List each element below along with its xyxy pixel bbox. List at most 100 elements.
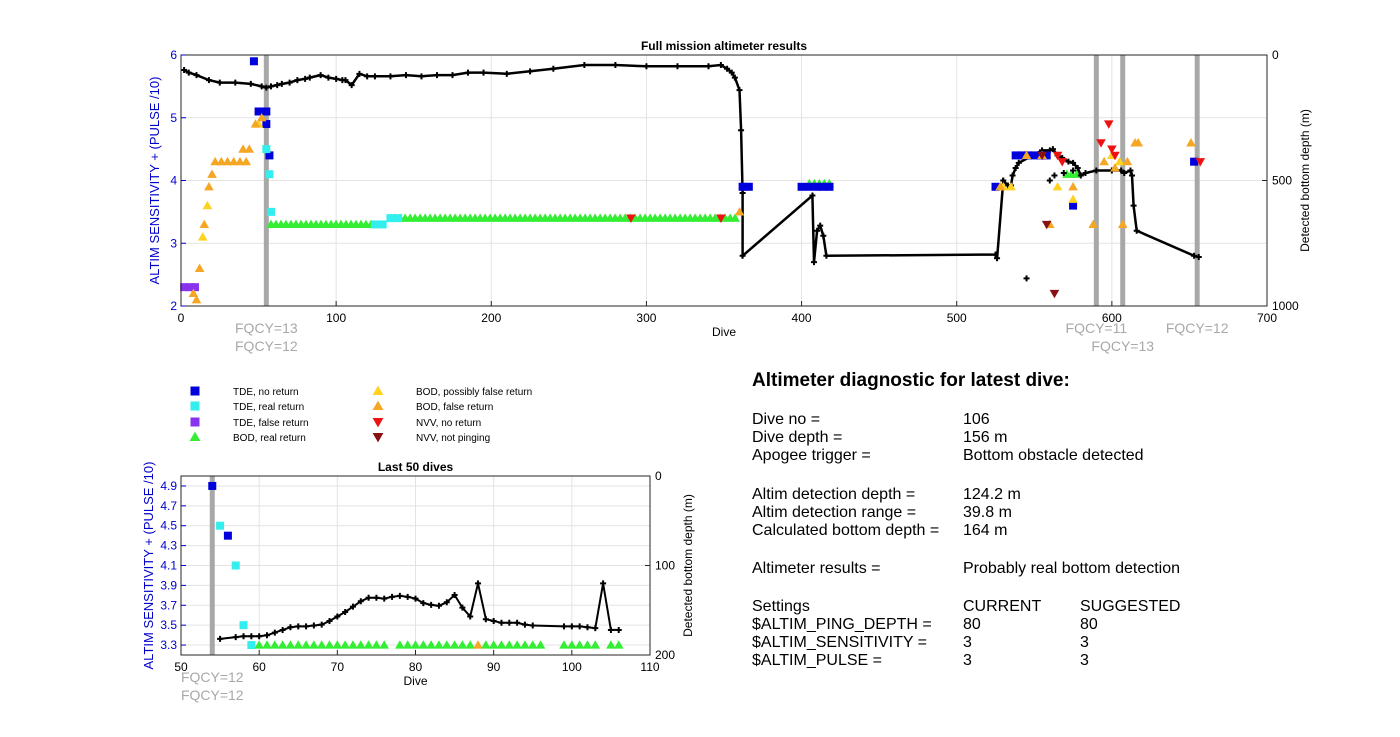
data-point [222, 156, 233, 166]
depth-point [814, 227, 821, 234]
data-point [239, 621, 248, 630]
legend-marker [190, 417, 200, 427]
legend-label: TDE, false return [233, 418, 309, 429]
dive-depth-value: 156 m [963, 429, 1008, 446]
depth-point [561, 623, 568, 630]
data-point [1122, 156, 1133, 166]
data-point [574, 640, 585, 649]
data-point [457, 640, 468, 649]
depth-point [418, 73, 425, 80]
depth-point [349, 603, 356, 610]
y2-axis-label: Detected bottom depth (m) [1298, 109, 1312, 252]
depth-point [294, 77, 301, 84]
depth-point [739, 252, 746, 259]
y2-tick-label: 100 [655, 559, 675, 573]
depth-point [506, 619, 513, 626]
data-point [1133, 138, 1144, 147]
data-point [262, 145, 271, 154]
last50-chart: 50 60 70 80 90 100 110 3.3 3.5 3.7 3.9 4.1 4.3 4.5 4.7… [141, 460, 695, 703]
x-tick-label: 80 [409, 660, 423, 674]
depth-point [1121, 169, 1128, 176]
depth-point [550, 65, 557, 72]
depth-point [1074, 164, 1081, 171]
x-tick-label: 400 [792, 311, 812, 325]
apogee-label: Apogee trigger = [752, 447, 871, 464]
data-point [590, 640, 601, 649]
depth-point [592, 625, 599, 632]
data-point [991, 182, 1000, 191]
depth-point [387, 73, 394, 80]
data-point [1117, 219, 1128, 229]
legend-label: TDE, no return [233, 387, 299, 398]
data-point [465, 640, 476, 649]
data-point [1068, 194, 1078, 203]
data-point [262, 640, 272, 649]
data-point [363, 640, 374, 649]
y-tick-label: 4.9 [160, 479, 177, 493]
data-point [504, 640, 515, 649]
depth-point [529, 622, 536, 629]
depth-point [334, 613, 341, 620]
depth-point [1129, 172, 1136, 179]
data-point [277, 640, 288, 649]
depth-point [994, 255, 1001, 262]
legend-item: NVV, not pinging [372, 432, 490, 444]
depth-point [364, 73, 371, 80]
legend-item: TDE, no return [190, 386, 299, 398]
series-nvv-no-return [626, 120, 1206, 223]
altim-range-value: 39.8 m [963, 504, 1012, 521]
depth-point [404, 593, 411, 600]
depth-point [333, 75, 340, 82]
legend-label: BOD, false return [416, 402, 493, 413]
data-point [1103, 120, 1114, 129]
depth-point [738, 127, 745, 134]
y-tick-label: 6 [170, 48, 177, 62]
depth-point [584, 624, 591, 631]
data-point [265, 151, 274, 160]
depth-point [1065, 158, 1072, 165]
x-tick-label: 300 [636, 311, 656, 325]
legend-marker [190, 401, 200, 411]
data-point [266, 207, 275, 216]
depth-point [278, 80, 285, 87]
data-point [394, 214, 403, 223]
calc-depth-label: Calculated bottom depth = [752, 522, 940, 539]
depth-point [443, 599, 450, 606]
series-bod-false-return [188, 112, 1196, 304]
depth-point [480, 69, 487, 76]
depth-point [326, 617, 333, 624]
dive-no-label: Dive no = [752, 411, 821, 428]
data-point [301, 640, 311, 649]
depth-point [817, 222, 824, 229]
x-tick-label: 100 [562, 660, 582, 674]
depth-point [514, 619, 521, 626]
data-point [1030, 151, 1039, 160]
data-point [216, 156, 227, 166]
setting-name: $ALTIM_PING_DEPTH = [752, 616, 932, 633]
depth-point [232, 634, 239, 641]
depth-point [1009, 172, 1016, 179]
data-point [527, 640, 538, 649]
depth-point [357, 598, 364, 605]
y-tick-label: 4.1 [160, 559, 177, 573]
data-point [231, 561, 240, 570]
depth-point [181, 67, 188, 74]
legend-label: NVV, not pinging [416, 433, 490, 444]
depth-point [1012, 164, 1019, 171]
depth-point [240, 633, 247, 640]
depth-point [992, 251, 999, 258]
data-point [204, 181, 214, 191]
data-point [1006, 181, 1016, 191]
data-point [1049, 289, 1060, 299]
diagnostic-title: Altimeter diagnostic for latest dive: [752, 370, 1070, 391]
data-point [210, 156, 220, 166]
setting-name: $ALTIM_SENSITIVITY = [752, 634, 928, 651]
depth-point [728, 69, 735, 76]
data-point [190, 283, 199, 292]
data-point [254, 107, 263, 116]
depth-point [1133, 227, 1140, 234]
depth-point [1195, 254, 1202, 261]
data-point [378, 220, 387, 229]
data-point [186, 283, 195, 292]
depth-point [451, 592, 458, 599]
